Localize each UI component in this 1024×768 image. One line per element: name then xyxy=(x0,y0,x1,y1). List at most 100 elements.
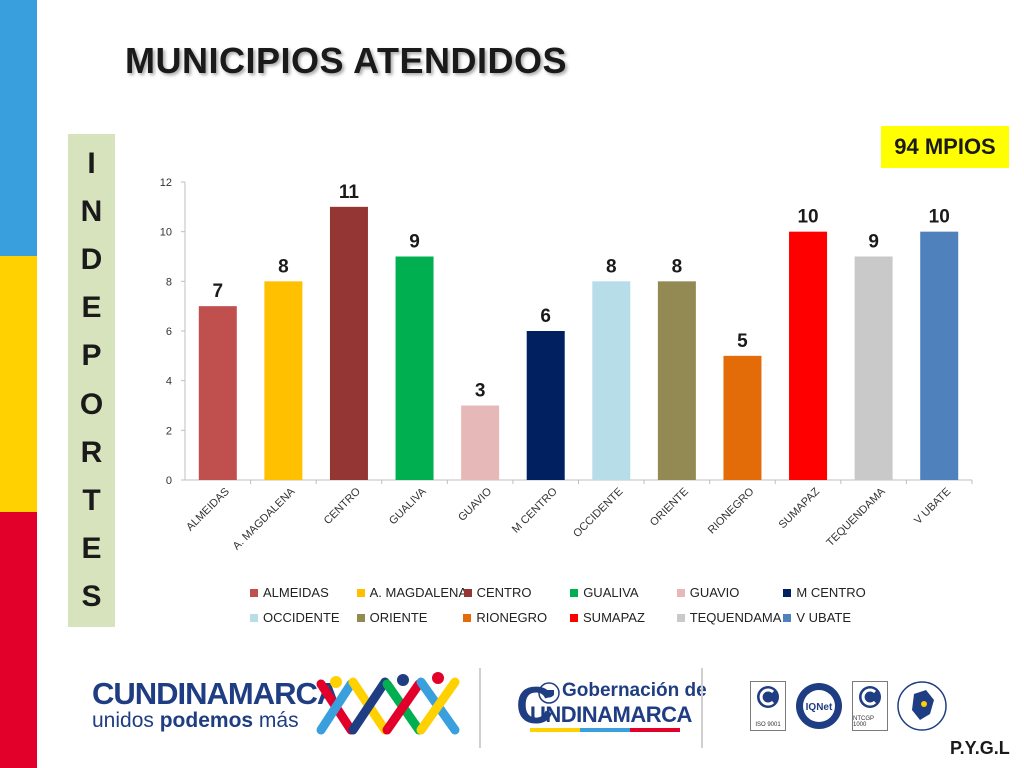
legend-swatch xyxy=(250,588,258,597)
y-tick-label: 6 xyxy=(166,326,172,338)
vertical-letter: O xyxy=(79,387,104,421)
x-tick-label: GUAVIO xyxy=(456,485,494,523)
data-label: 6 xyxy=(540,306,551,327)
gobernacion-line2: UNDINAMARCA xyxy=(530,702,692,727)
legend-swatch xyxy=(570,613,579,622)
cert-label: NTCGP 1000 xyxy=(853,716,874,728)
bar xyxy=(329,206,368,481)
slogan: unidos podemos más xyxy=(92,709,338,733)
legend-row: OCCIDENTE ORIENTE RIONEGRO SUMAPAZ TEQUENDAM… xyxy=(250,605,890,630)
cert-label: IQNet xyxy=(806,702,833,713)
legend-label: GUAVIO xyxy=(689,585,740,600)
legend-swatch xyxy=(356,588,365,597)
coat-of-arms-icon xyxy=(538,682,560,704)
bar xyxy=(657,281,696,480)
bar xyxy=(920,231,959,480)
y-tick-label: 10 xyxy=(160,227,172,239)
legend-label: V UBATE xyxy=(796,610,852,625)
cundinamarca-wordmark: CUNDINAMARCA xyxy=(92,676,339,711)
legend-label: GUALIVA xyxy=(583,585,639,600)
iso-9001-certification: ISO 9001 xyxy=(750,681,786,731)
x-tick-label: A. MAGDALENA xyxy=(231,485,298,552)
x-tick-label: V UBATE xyxy=(912,486,953,527)
chart-legend: ALMEIDAS A. MAGDALENA CENTRO GUALIVA GUAVIO M… xyxy=(250,580,890,630)
data-label: 9 xyxy=(409,232,420,253)
gobernacion-logo: C Gobernación de UNDINAMARCA xyxy=(516,680,707,732)
legend-item: ORIENTE xyxy=(356,610,464,625)
total-municipalities-badge: 94 MPIOS xyxy=(881,126,1009,168)
y-tick-label: 2 xyxy=(166,425,172,437)
vertical-letter: I xyxy=(87,147,96,181)
vertical-letter: E xyxy=(81,291,102,325)
bar xyxy=(198,306,237,480)
legend-label: CENTRO xyxy=(476,585,532,600)
vertical-letter: N xyxy=(80,195,103,229)
x-tick-label: ORIENTE xyxy=(648,486,691,529)
legend-label: SUMAPAZ xyxy=(583,610,645,625)
x-tick-label: TEQUENDAMA xyxy=(824,485,888,549)
colorful-x-emblem-icon xyxy=(316,672,460,735)
gobernacion-color-bar xyxy=(530,728,680,732)
legend-swatch xyxy=(676,588,685,597)
data-label: 10 xyxy=(797,207,818,228)
gobernacion-line1: Gobernación de xyxy=(562,680,707,701)
legend-item: ALMEIDAS xyxy=(250,585,357,600)
x-tick-label: SUMAPAZ xyxy=(777,485,823,531)
legend-label: ORIENTE xyxy=(369,610,428,625)
legend-item: SUMAPAZ xyxy=(570,610,677,625)
legend-label: OCCIDENTE xyxy=(263,610,340,625)
legend-swatch xyxy=(783,588,792,597)
ntcgp-certification: NTCGP 1000 xyxy=(852,681,888,731)
slide-title: MUNICIPIOS ATENDIDOS xyxy=(125,40,568,81)
y-tick-label: 8 xyxy=(166,276,172,288)
x-tick-label: CENTRO xyxy=(322,485,364,527)
footer-divider xyxy=(479,668,481,748)
slogan-bold: podemos xyxy=(159,709,254,732)
y-tick-label: 12 xyxy=(160,177,172,189)
bar xyxy=(395,256,434,480)
data-label: 7 xyxy=(213,281,224,302)
indeportes-vertical-label: I N D E P O R T E S xyxy=(68,134,115,627)
legend-label: RIONEGRO xyxy=(476,610,548,625)
cert-label: ISO 9001 xyxy=(755,722,781,728)
bar xyxy=(592,281,631,480)
legend-item: TEQUENDAMA xyxy=(676,610,784,625)
vertical-letter: P xyxy=(81,339,102,373)
bar xyxy=(854,256,893,480)
legend-item: GUALIVA xyxy=(570,585,677,600)
legend-swatch xyxy=(463,588,472,597)
data-label: 11 xyxy=(339,182,360,203)
legend-label: TEQUENDAMA xyxy=(689,610,782,625)
legend-label: ALMEIDAS xyxy=(263,585,329,600)
y-tick-label: 4 xyxy=(166,376,172,388)
slogan-end: más xyxy=(258,709,299,732)
legend-swatch xyxy=(570,588,579,597)
slogan-start: unidos xyxy=(92,709,154,732)
data-label: 5 xyxy=(737,331,748,352)
bar xyxy=(723,355,762,480)
cundinamarca-logo: CUNDINAMARCA unidos podemos más xyxy=(92,676,339,733)
x-tick-label: OCCIDENTE xyxy=(571,486,625,540)
bar xyxy=(789,231,828,480)
x-tick-label: RIONEGRO xyxy=(706,485,757,536)
bar xyxy=(461,405,500,480)
side-stripe-blue xyxy=(0,0,37,256)
legend-item: CENTRO xyxy=(463,585,571,600)
legend-row: ALMEIDAS A. MAGDALENA CENTRO GUALIVA GUAVIO M… xyxy=(250,580,890,605)
legend-item: GUAVIO xyxy=(676,585,784,600)
x-tick-label: M CENTRO xyxy=(510,485,560,535)
vertical-letter: S xyxy=(81,579,102,613)
legend-item: RIONEGRO xyxy=(463,610,570,625)
legend-swatch xyxy=(676,613,685,622)
legend-label: A. MAGDALENA xyxy=(369,585,468,600)
icontec-icon xyxy=(859,686,881,708)
author-initials: P.Y.G.L xyxy=(950,738,1010,758)
x-tick-label: GUALIVA xyxy=(387,485,429,527)
department-map-seal-icon xyxy=(897,681,947,731)
legend-item: OCCIDENTE xyxy=(250,610,357,625)
data-label: 8 xyxy=(672,256,683,277)
y-tick-label: 0 xyxy=(166,475,172,487)
iqnet-seal-icon: IQNet xyxy=(796,683,842,729)
data-label: 8 xyxy=(278,256,289,277)
vertical-letter: T xyxy=(82,483,101,517)
